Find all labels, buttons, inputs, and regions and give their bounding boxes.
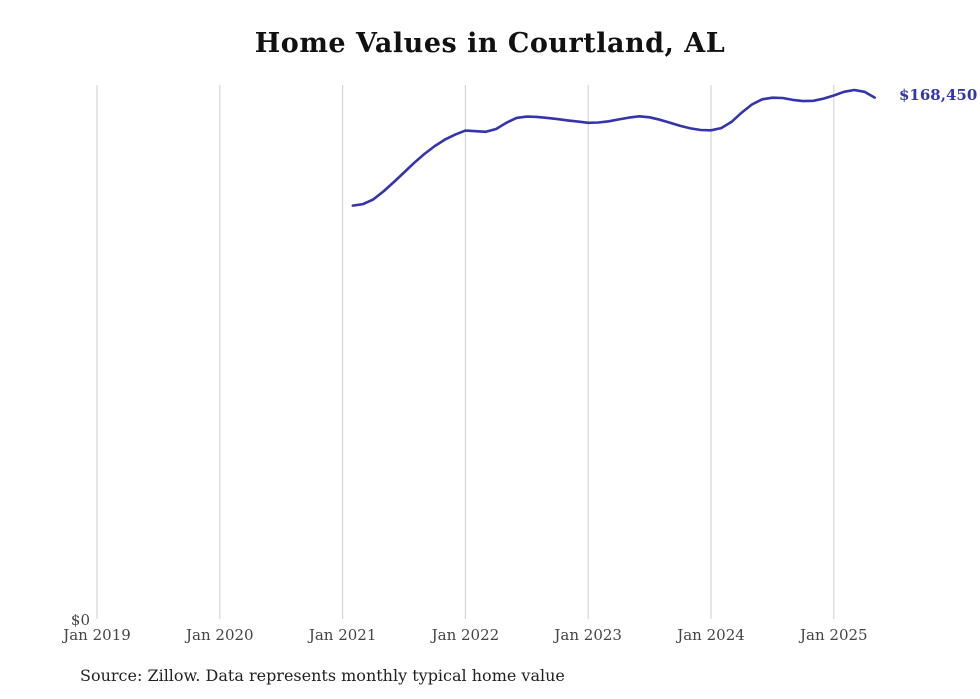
x-tick-label: Jan 2024 — [675, 626, 745, 644]
home-value-line — [351, 88, 877, 207]
x-tick-label: Jan 2025 — [798, 626, 868, 644]
chart-title: Home Values in Courtland, AL — [254, 28, 726, 59]
source-note: Source: Zillow. Data represents monthly … — [80, 666, 565, 685]
x-tick-label: Jan 2021 — [307, 626, 377, 644]
x-tick-label: Jan 2022 — [430, 626, 500, 644]
latest-value-label: $168,450 — [899, 86, 978, 104]
x-tick-label: Jan 2020 — [184, 626, 254, 644]
x-tick-label: Jan 2023 — [552, 626, 622, 644]
x-tick-label: Jan 2019 — [61, 626, 131, 644]
y-axis-zero-label: $0 — [70, 611, 90, 629]
